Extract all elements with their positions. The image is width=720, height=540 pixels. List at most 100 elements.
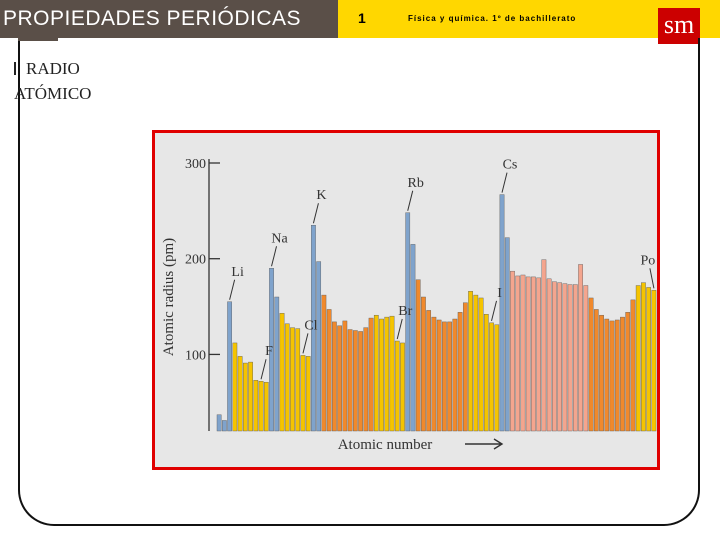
annotation-leader-K: [312, 203, 319, 224]
bar-z29: [363, 327, 369, 432]
bar-z45: [447, 321, 452, 432]
bar-z17: [300, 355, 306, 432]
bar-z24: [337, 325, 342, 432]
bar-z73: [593, 309, 599, 432]
y-tick-label-100: 100: [185, 348, 206, 363]
annotation-Br: Br: [398, 304, 412, 319]
bar-z23: [332, 321, 337, 432]
bar-z27: [352, 330, 358, 432]
section-title-line1: RADIO: [26, 59, 80, 78]
bar-z8: [253, 380, 259, 432]
bar-z65: [552, 281, 557, 432]
bar-z78: [620, 316, 625, 432]
bar-z5: [237, 356, 243, 432]
bar-z56: [504, 237, 510, 432]
bar-z57: [510, 270, 515, 432]
bar-z37: [405, 212, 411, 432]
bar-z15: [290, 327, 295, 432]
bar-z20: [316, 261, 322, 432]
annotation-leader-Po: [649, 268, 655, 289]
bar-z30: [368, 317, 374, 432]
bar-z44: [442, 321, 447, 432]
content-frame: [18, 38, 700, 526]
header-band: 1 Física y química. 1º de bachillerato: [338, 0, 720, 38]
bar-z28: [358, 331, 363, 432]
annotation-F: F: [265, 344, 273, 359]
section-title-line2: ATÓMICO: [14, 84, 92, 103]
bar-z35: [394, 340, 400, 432]
bar-z71: [583, 285, 589, 432]
bar-z9: [258, 381, 264, 432]
bar-z26: [347, 329, 353, 432]
bar-z82: [641, 282, 646, 432]
annotation-Cl: Cl: [304, 318, 317, 333]
annotation-Rb: Rb: [408, 176, 424, 191]
bar-z36: [400, 342, 405, 432]
section-title: RADIO ATÓMICO: [14, 56, 91, 106]
bar-z39: [415, 279, 421, 432]
chart-canvas: 100 200 300 Atomic radius (pm) Atomic number…: [161, 157, 657, 453]
bar-z18: [305, 356, 311, 432]
bar-z46: [452, 318, 458, 432]
bar-z75: [604, 318, 610, 432]
bullet-marker: [14, 62, 16, 75]
bar-z74: [599, 314, 604, 432]
annotation-leader-I: [491, 300, 498, 321]
annotation-leader-Br: [396, 318, 403, 340]
bar-z72: [588, 297, 594, 432]
annotation-Po: Po: [641, 253, 656, 268]
bar-z63: [541, 259, 547, 432]
bar-z7: [248, 361, 253, 432]
atomic-radius-chart: 100 200 300 Atomic radius (pm) Atomic number…: [152, 130, 660, 470]
y-axis-label: Atomic radius (pm): [161, 238, 177, 356]
bar-z31: [373, 314, 379, 432]
annotation-leader-Cl: [302, 333, 309, 354]
bar-z54: [494, 324, 500, 432]
bar-z52: [483, 314, 489, 432]
bar-z41: [426, 310, 432, 432]
bar-z16: [295, 328, 301, 432]
bar-z80: [630, 299, 636, 432]
bar-z2: [222, 420, 227, 432]
bar-z22: [326, 309, 332, 432]
bar-z60: [525, 276, 531, 432]
bar-z66: [557, 282, 562, 432]
bar-z69: [572, 284, 578, 432]
annotation-Li: Li: [231, 265, 244, 280]
bar-z62: [536, 277, 542, 432]
unit-number: 1: [358, 10, 366, 26]
bar-z79: [625, 312, 631, 432]
x-axis-label: Atomic number: [338, 437, 433, 453]
bar-z19: [311, 225, 316, 432]
bar-z53: [489, 322, 494, 432]
bar-z50: [473, 294, 479, 432]
bar-z61: [531, 276, 536, 432]
bar-z70: [578, 264, 583, 432]
bar-z32: [379, 318, 384, 432]
bar-z49: [468, 291, 473, 432]
bar-z59: [520, 274, 526, 432]
bar-z67: [562, 283, 568, 432]
page-title: PROPIEDADES PERIÓDICAS: [0, 0, 341, 38]
annotation-I: I: [497, 286, 502, 301]
bar-z58: [515, 275, 521, 432]
bar-z81: [635, 285, 641, 432]
x-axis-arrow-icon: [465, 438, 504, 450]
annotation-Na: Na: [271, 231, 288, 246]
bar-z1: [216, 414, 222, 432]
bar-z10: [263, 381, 269, 432]
bar-z34: [389, 315, 395, 432]
bar-z51: [478, 297, 484, 432]
bar-z47: [457, 312, 463, 432]
annotation-leader-Cs: [501, 172, 508, 193]
y-tick-label-200: 200: [185, 253, 206, 268]
bar-z84: [651, 290, 657, 432]
bar-z14: [284, 323, 290, 432]
bar-z21: [321, 294, 327, 432]
annotation-leader-F: [260, 359, 267, 380]
bar-z3: [227, 301, 232, 432]
annotation-Cs: Cs: [503, 158, 518, 173]
annotation-leader-Rb: [407, 190, 414, 211]
bar-z6: [242, 362, 248, 432]
bar-z42: [431, 316, 437, 432]
